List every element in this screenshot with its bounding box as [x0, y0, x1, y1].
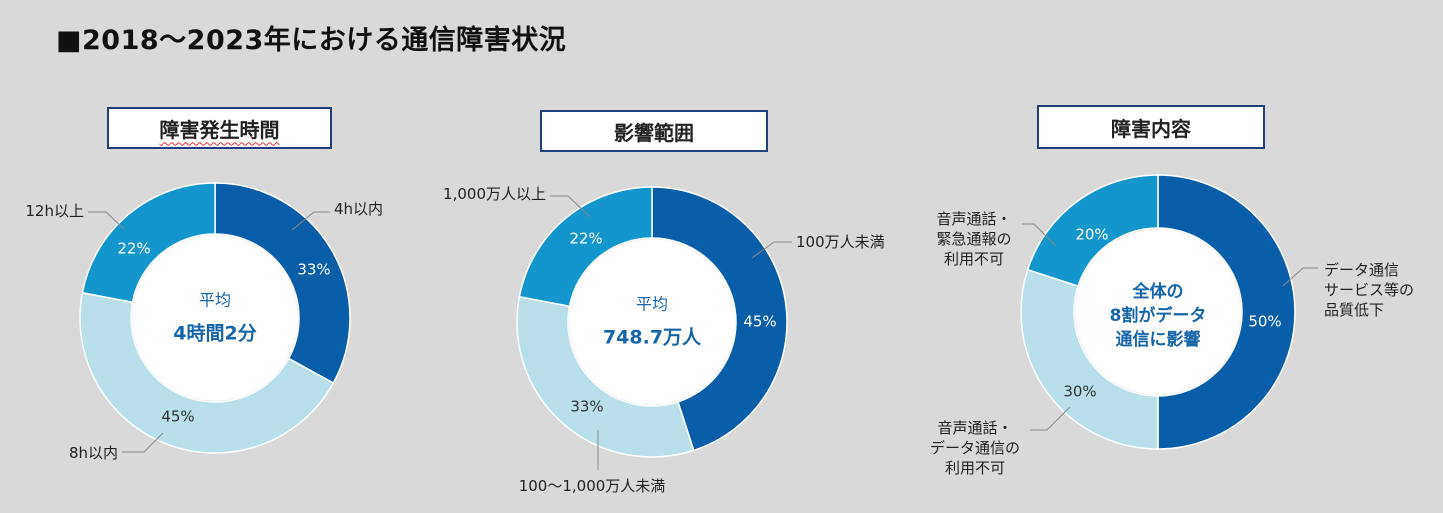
donut-3-category-label-2: 音声通話・データ通信の利用不可 — [930, 419, 1020, 477]
donut-3-pct-label-2: 30% — [1063, 383, 1096, 401]
donut-2-leader-line-3 — [550, 195, 591, 218]
donut-1-slice-1 — [214, 182, 351, 385]
donut-chart-1: 平均 4時間2分 33% 45% 22% — [79, 182, 351, 454]
donut-2-category-label-2: 100～1,000万人未満 — [519, 477, 666, 495]
donut-2-pct-label-2: 33% — [570, 398, 603, 416]
donut-1-leader-line-3 — [88, 211, 125, 230]
donut-2-category-label-3: 1,000万人以上 — [443, 185, 546, 203]
donut-1-leader-line-2 — [122, 432, 164, 453]
donut-2-pct-label-3: 22% — [569, 230, 602, 248]
donut-1-pct-label-3: 22% — [117, 240, 150, 258]
donut-2-slice-3 — [518, 186, 653, 308]
page-title: ■2018～2023年における通信障害状況 — [56, 25, 567, 56]
donut-1-category-label-1: 4h以内 — [334, 200, 383, 218]
donut-3-category-label-1: データ通信サービス等の品質低下 — [1324, 261, 1414, 319]
donut-2-slice-1 — [651, 186, 788, 452]
donut-1-slice-2 — [79, 291, 335, 454]
donut-chart-2: 平均 748.7万人 45% 33% 22% — [516, 186, 792, 470]
donut-3-pct-label-3: 20% — [1075, 226, 1108, 244]
donut-3-center-circle — [1075, 229, 1241, 395]
donut-3-pct-label-1: 50% — [1248, 313, 1281, 331]
donut-2-leader-line-1 — [751, 241, 792, 259]
donut-2-center-circle — [569, 239, 735, 405]
donut-2-pct-label-1: 45% — [743, 313, 776, 331]
section-title-content: 障害内容 — [1111, 116, 1191, 141]
section-title-duration: 障害発生時間 — [159, 117, 280, 142]
donut-3-center-text-2: 8割がデータ — [1110, 305, 1207, 326]
donut-2-center-text-2: 748.7万人 — [603, 327, 702, 349]
donut-1-pct-label-1: 33% — [297, 261, 330, 279]
section-title-impact: 影響範囲 — [614, 120, 694, 145]
donut-1-center-text-2: 4時間2分 — [173, 323, 256, 345]
donut-2-category-label-1: 100万人未満 — [796, 233, 885, 251]
donut-1-center-text-1: 平均 — [199, 291, 231, 310]
donut-3-leader-line-1 — [1282, 267, 1318, 287]
donut-3-slice-3 — [1026, 174, 1159, 287]
donut-3-center-text-3: 通信に影響 — [1116, 329, 1201, 350]
donut-1-category-label-3: 12h以上 — [25, 202, 84, 220]
donut-1-leader-line-1 — [291, 211, 330, 231]
donut-1-category-label-2: 8h以内 — [69, 444, 118, 462]
donut-3-slice-1 — [1157, 174, 1296, 450]
section-title-box-content: 障害内容 — [1037, 105, 1265, 149]
donut-3-slice-2 — [1020, 268, 1159, 450]
donut-3-center-text-1: 全体の — [1132, 281, 1184, 302]
donut-2-slice-2 — [516, 295, 695, 458]
donut-3-leader-line-3 — [1022, 223, 1057, 247]
donut-3-leader-line-2 — [1030, 406, 1071, 431]
section-title-box-impact: 影響範囲 — [540, 110, 768, 152]
section-title-box-duration: 障害発生時間 — [107, 107, 332, 149]
donut-3-category-label-3: 音声通話・緊急通報の利用不可 — [936, 210, 1011, 268]
donut-2-center-text-1: 平均 — [636, 295, 668, 314]
donut-1-center-circle — [132, 235, 298, 401]
donut-1-pct-label-2: 45% — [161, 408, 194, 426]
donut-1-slice-3 — [81, 182, 216, 304]
